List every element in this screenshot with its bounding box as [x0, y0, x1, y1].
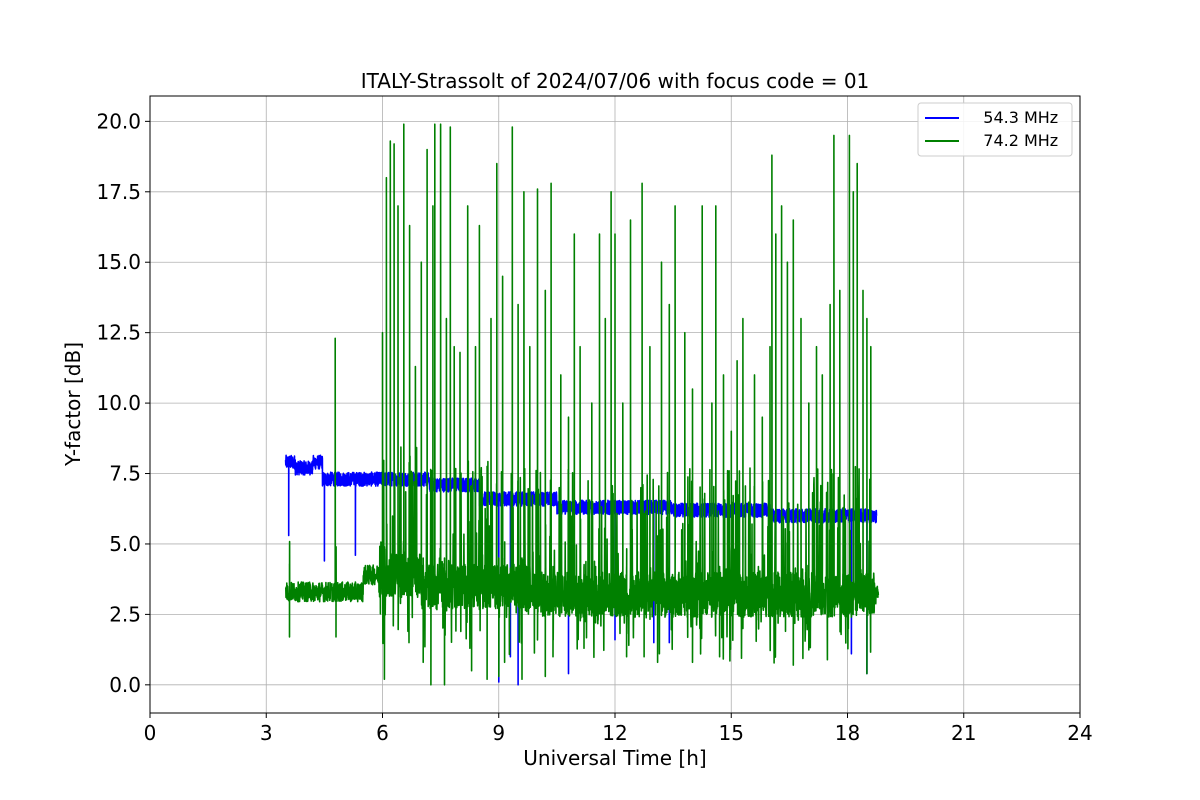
x-tick-label: 6: [376, 721, 389, 745]
y-tick-label: 5.0: [109, 532, 141, 556]
x-tick-label: 15: [719, 721, 744, 745]
legend-label-74mhz: 74.2 MHz: [968, 131, 1058, 150]
x-axis-label: Universal Time [h]: [523, 746, 706, 770]
legend-box: [917, 102, 1073, 157]
y-tick-label: 12.5: [96, 321, 141, 345]
x-tick-label: 24: [1067, 721, 1092, 745]
x-tick-label: 0: [144, 721, 157, 745]
y-tick-label: 17.5: [96, 180, 141, 204]
y-axis: 0.0 2.5 5.0 7.5 10.0 12.5 15.0 17.5 20.0: [96, 109, 150, 697]
y-tick-label: 0.0: [109, 673, 141, 697]
legend: 54.3 MHz 74.2 MHz: [917, 102, 1073, 157]
legend-label-54mhz: 54.3 MHz: [968, 108, 1058, 127]
series-line-74mhz: [284, 123, 880, 686]
y-tick-label: 7.5: [109, 462, 141, 486]
y-tick-label: 10.0: [96, 391, 141, 415]
y-tick-label: 2.5: [109, 602, 141, 626]
x-tick-label: 9: [492, 721, 505, 745]
y-axis-label: Y-factor [dB]: [61, 342, 85, 467]
x-axis: 0 3 6 9 12 15 18 21 24: [144, 713, 1093, 745]
chart-title: ITALY-Strassolt of 2024/07/06 with focus…: [361, 69, 870, 93]
y-tick-label: 15.0: [96, 250, 141, 274]
x-tick-label: 21: [951, 721, 976, 745]
x-tick-label: 12: [602, 721, 627, 745]
series-layer: [284, 123, 880, 686]
x-tick-label: 3: [260, 721, 273, 745]
y-tick-label: 20.0: [96, 109, 141, 133]
x-tick-label: 18: [835, 721, 860, 745]
